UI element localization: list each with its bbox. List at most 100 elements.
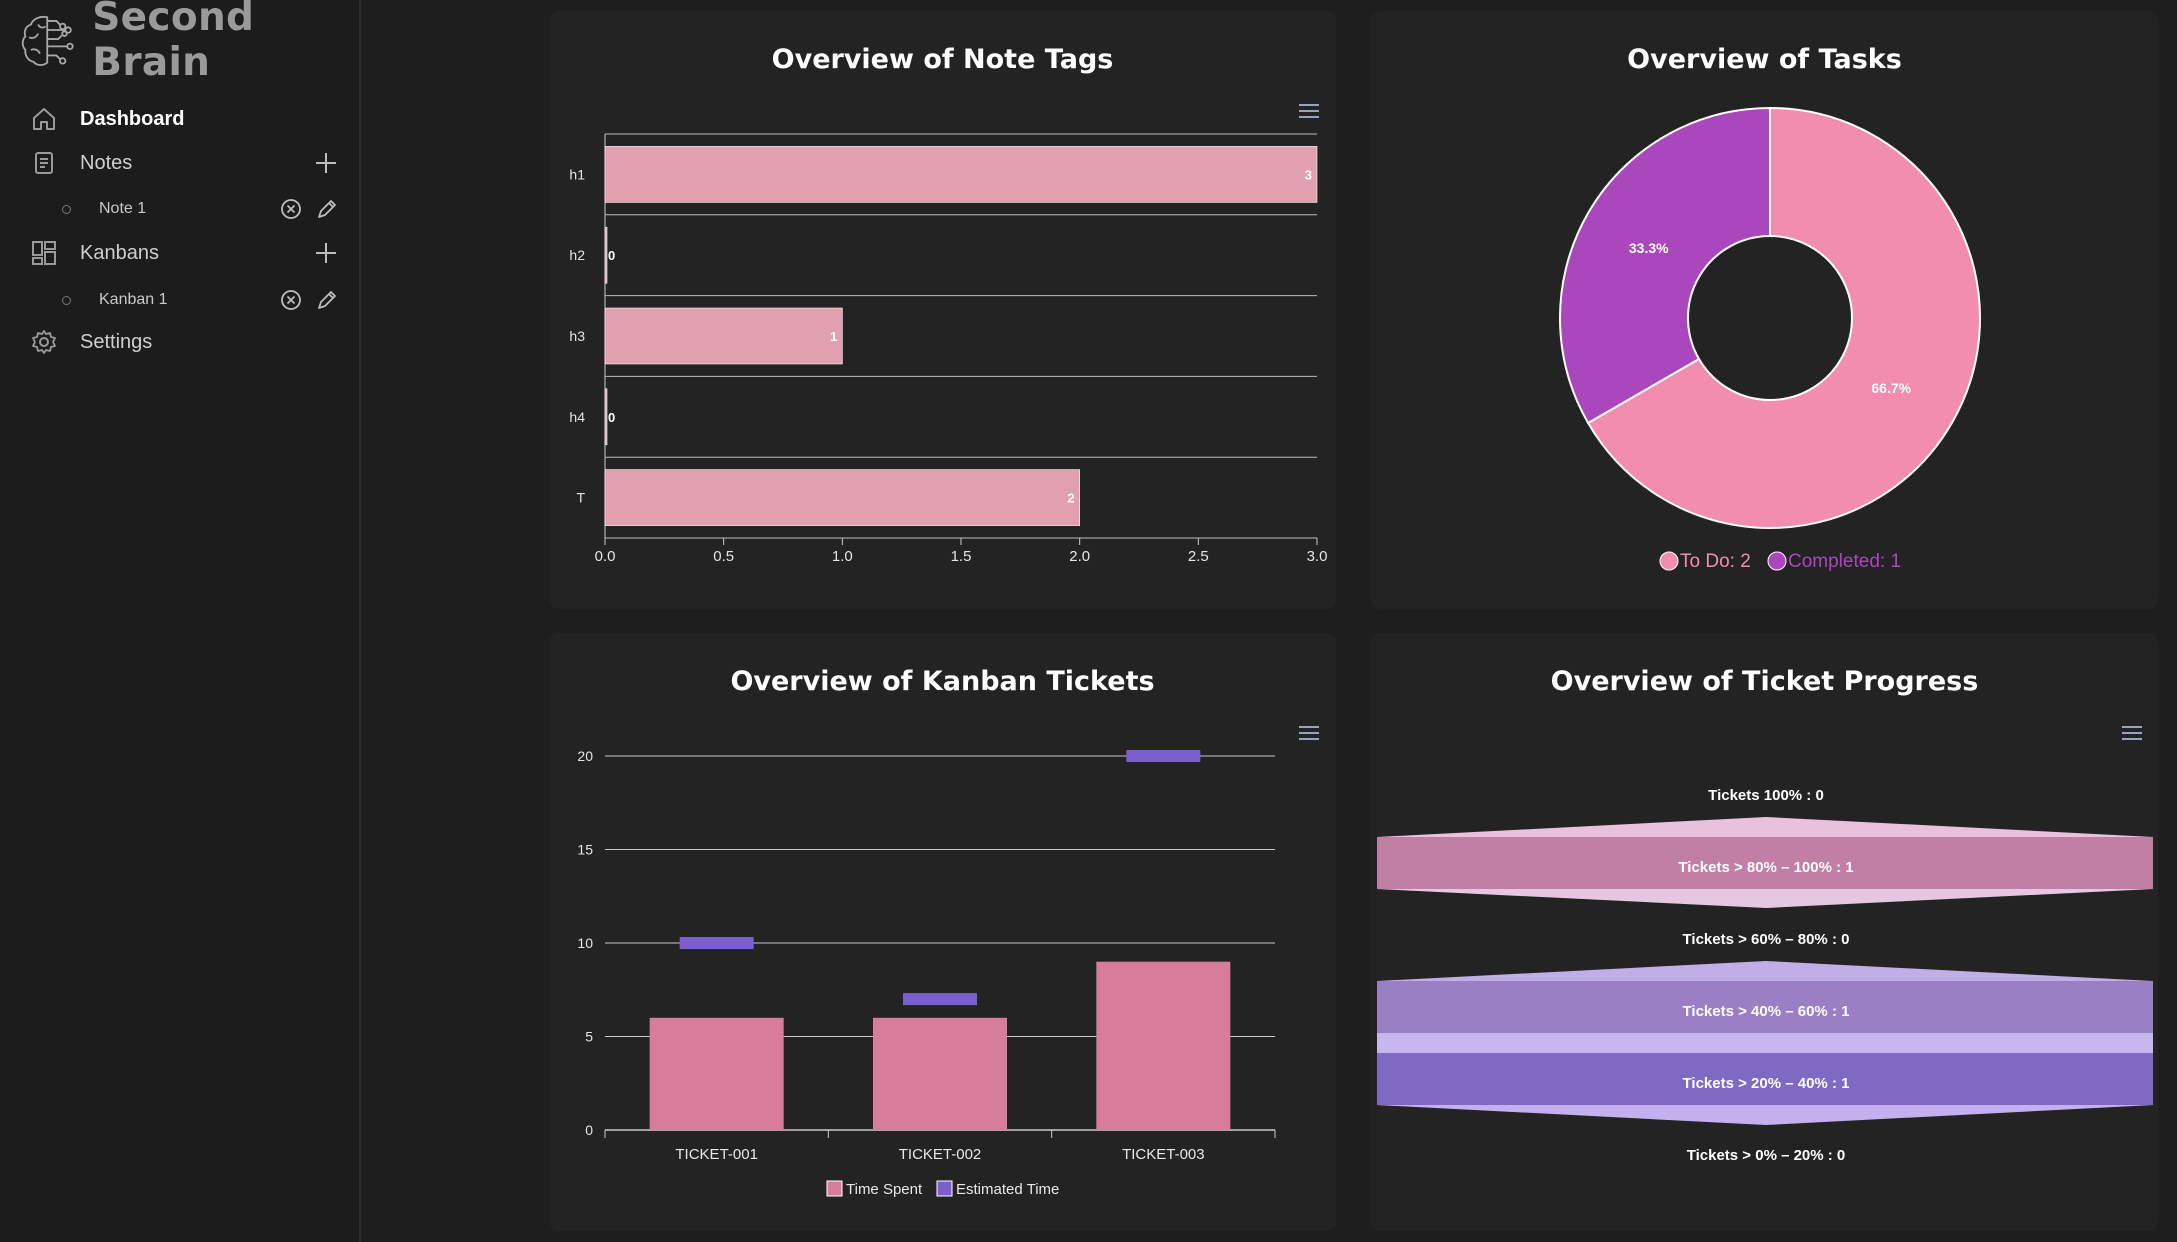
pie-slice — [1559, 106, 1771, 425]
x-tick-label: 1.5 — [951, 548, 972, 565]
funnel-segment-cap — [1377, 1105, 2153, 1125]
legend-label: Completed: 1 — [1788, 551, 1901, 572]
tasks-card: Overview of Tasks 66.7% 33.3% To Do: 2 Comp… — [1371, 11, 2158, 609]
kanban-tickets-card: Overview of Kanban Tickets 0 5 10 15 20 TICKE… — [549, 633, 1336, 1231]
gear-icon — [32, 330, 56, 354]
data-label: 2 — [1067, 491, 1074, 506]
card-title: Overview of Tasks — [1627, 44, 1902, 75]
funnel-segment — [1377, 981, 2153, 1033]
bullet-icon — [62, 295, 71, 305]
data-label: 1 — [830, 329, 837, 344]
card-title: Overview of Note Tags — [771, 44, 1114, 75]
funnel-level-label: Tickets > 60% – 80% : 0 — [1683, 931, 1850, 948]
bullet-icon — [62, 204, 71, 214]
x-tick-label: TICKET-001 — [675, 1146, 758, 1163]
funnel-segment — [1377, 837, 2153, 889]
funnel-segment — [1377, 1053, 2153, 1105]
document-icon — [35, 152, 53, 174]
chart-menu-icon[interactable] — [2121, 725, 2143, 741]
legend-label: Time Spent — [846, 1181, 923, 1198]
tasks-chart: 66.7% 33.3% To Do: 2 Completed: 1 — [1559, 106, 1981, 572]
estimated-time-marker — [1126, 750, 1201, 762]
sidebar-item-dashboard[interactable]: Dashboard — [0, 104, 361, 134]
sidebar-subitem-label: Note 1 — [99, 200, 147, 217]
y-tick-label: h1 — [569, 166, 585, 182]
sidebar-item-settings[interactable]: Settings — [0, 327, 361, 357]
sidebar-item-label: Dashboard — [80, 107, 185, 130]
bar — [604, 469, 1080, 526]
data-label: 0 — [608, 410, 615, 425]
x-tick-label: 3.0 — [1307, 548, 1328, 565]
legend-label: Estimated Time — [956, 1181, 1059, 1198]
data-label: 3 — [1305, 167, 1312, 182]
estimated-time-marker — [903, 993, 977, 1006]
estimated-time-marker — [679, 937, 754, 949]
legend-marker — [826, 1180, 843, 1197]
x-tick-label: TICKET-002 — [899, 1146, 982, 1163]
x-tick-label: TICKET-003 — [1122, 1146, 1205, 1163]
bar — [604, 307, 843, 365]
note-tags-chart: 0.0 0.5 1.0 1.5 2.0 2.5 3.0 h1 3 h2 0 h3 1 h4 0 T 2 — [569, 133, 1328, 565]
slice-label: 33.3% — [1629, 240, 1669, 256]
funnel-segment — [1377, 1033, 2153, 1053]
x-tick-label: 1.0 — [832, 548, 853, 565]
sidebar-item-label: Settings — [80, 330, 153, 353]
add-kanban-button[interactable] — [313, 240, 339, 266]
data-label: 0 — [608, 248, 615, 263]
y-tick-label: h3 — [569, 328, 585, 344]
chart-menu-icon[interactable] — [1298, 103, 1320, 119]
sidebar-subitem-label: Kanban 1 — [99, 291, 168, 308]
delete-kanban-button[interactable] — [278, 287, 304, 313]
y-tick-label: 5 — [585, 1029, 593, 1045]
chart-menu-icon[interactable] — [1298, 725, 1320, 741]
ticket-progress-chart: Tickets 100% : 0 Tickets > 80% – 100% : 1… — [1377, 787, 2153, 1164]
funnel-level-label: Tickets > 80% – 100% : 1 — [1678, 859, 1853, 876]
sidebar: Second Brain Dashboard Notes Note 1 — [0, 0, 361, 1242]
add-note-button[interactable] — [313, 150, 339, 176]
delete-note-button[interactable] — [278, 196, 304, 222]
bar — [604, 226, 608, 284]
slice-label: 66.7% — [1871, 380, 1911, 396]
x-tick-label: 0.5 — [713, 548, 734, 565]
y-tick-label: 20 — [577, 748, 593, 764]
time-spent-bar — [649, 1017, 784, 1130]
card-title: Overview of Kanban Tickets — [730, 666, 1155, 697]
funnel-level-label: Tickets > 40% – 60% : 1 — [1683, 1003, 1850, 1020]
legend-marker — [1767, 551, 1787, 571]
brand[interactable]: Second Brain — [20, 0, 359, 85]
y-tick-label: h4 — [569, 409, 585, 425]
bar — [604, 146, 1318, 203]
kanban-board-icon — [32, 241, 56, 265]
funnel-segment-cap — [1377, 817, 2153, 837]
y-tick-label: T — [576, 490, 585, 506]
brain-circuit-icon — [21, 15, 74, 66]
funnel-segment-cap — [1377, 961, 2153, 981]
sidebar-subitem-kanban-1[interactable]: Kanban 1 — [0, 288, 361, 312]
app-name: Second Brain — [92, 0, 255, 85]
sidebar-subitem-note-1[interactable]: Note 1 — [0, 197, 361, 221]
funnel-level-label: Tickets > 20% – 40% : 1 — [1683, 1075, 1850, 1092]
bar — [604, 388, 608, 446]
funnel-segment-cap — [1377, 889, 2153, 908]
y-tick-label: 15 — [577, 842, 593, 858]
note-tags-card: Overview of Note Tags 0.0 0.5 1.0 1.5 2.0 2.5… — [549, 11, 1336, 609]
edit-note-button[interactable] — [314, 196, 340, 222]
home-icon — [33, 108, 55, 130]
time-spent-bar — [873, 1017, 1007, 1130]
funnel-level-label: Tickets 100% : 0 — [1708, 787, 1824, 804]
funnel-level-label: Tickets > 0% – 20% : 0 — [1687, 1147, 1846, 1164]
legend-label: To Do: 2 — [1680, 551, 1751, 572]
y-tick-label: 10 — [577, 935, 593, 951]
x-tick-label: 0.0 — [595, 548, 616, 565]
y-tick-label: 0 — [585, 1122, 593, 1138]
edit-kanban-button[interactable] — [314, 287, 340, 313]
legend-marker — [1659, 551, 1679, 571]
pie-slice — [1586, 106, 1981, 529]
card-title: Overview of Ticket Progress — [1550, 666, 1979, 697]
sidebar-item-notes[interactable]: Notes — [0, 148, 361, 178]
x-tick-label: 2.0 — [1069, 548, 1090, 565]
sidebar-item-kanbans[interactable]: Kanbans — [0, 238, 361, 268]
y-tick-label: h2 — [569, 247, 585, 263]
legend-marker — [936, 1180, 953, 1197]
kanban-tickets-chart: 0 5 10 15 20 TICKET-001 TICKET-002 TICKET-003 Ti… — [577, 748, 1276, 1198]
